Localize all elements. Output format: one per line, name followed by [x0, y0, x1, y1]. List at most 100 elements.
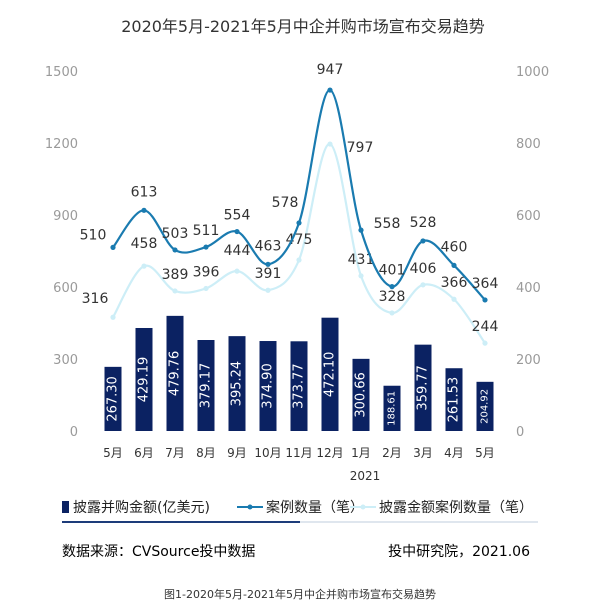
x-tick-label: 4月: [444, 446, 464, 460]
legend-underline: [62, 521, 300, 523]
legend-underline-fade: [300, 521, 538, 523]
data-point: [389, 310, 395, 316]
bar-value-label: 374.90: [261, 363, 276, 409]
x-tick-label: 11月: [285, 446, 312, 460]
legend-line-main-label: 案例数量（笔）: [266, 499, 364, 516]
point-value-label: 578: [272, 195, 299, 211]
y-axis-left: 0 300 600 900 1200 1500: [45, 65, 78, 440]
y-left-tick-label: 1200: [45, 137, 78, 152]
point-value-label: 511: [193, 223, 220, 239]
point-value-label: 328: [379, 289, 406, 305]
legend: 披露并购金额(亿美元) 案例数量（笔） 披露金额案例数量（笔）: [62, 499, 538, 523]
figure-caption: 图1-2020年5月-2021年5月中企并购市场宣布交易趋势: [164, 587, 436, 601]
data-point: [358, 227, 364, 233]
legend-line-main-marker: [247, 504, 253, 510]
year-label: 2021: [350, 469, 381, 483]
y-right-tick-label: 1000: [516, 65, 549, 80]
data-point: [203, 244, 209, 250]
y-right-tick-label: 0: [516, 425, 524, 440]
x-tick-label: 6月: [134, 446, 154, 460]
data-point: [172, 288, 178, 294]
point-value-label: 401: [379, 263, 406, 279]
bar-series: 267.30 429.19 479.76 379.17 395.24 374.90 373.…: [104, 315, 494, 431]
bar: [352, 358, 370, 431]
y-right-tick-label: 200: [516, 353, 541, 368]
point-value-label: 460: [441, 239, 468, 255]
x-tick-label: 5月: [475, 446, 495, 460]
point-value-label: 444: [224, 243, 251, 259]
bar: [259, 341, 277, 431]
bar: [166, 315, 184, 431]
x-tick-label: 8月: [196, 446, 216, 460]
bar-value-label: 479.76: [168, 351, 183, 397]
x-tick-label: 7月: [165, 446, 185, 460]
legend-bar-label: 披露并购金额(亿美元): [73, 500, 210, 516]
x-tick-label: 3月: [413, 446, 433, 460]
bar-value-label: 204.92: [480, 389, 491, 424]
data-point: [389, 284, 395, 290]
x-tick-label: 1月: [351, 446, 371, 460]
data-point: [234, 268, 240, 274]
bar-value-label: 373.77: [292, 363, 307, 409]
y-axis-right: 0 200 400 600 800 1000: [516, 65, 549, 440]
data-point: [327, 87, 333, 93]
bar: [321, 317, 339, 431]
bar-value-label: 359.77: [416, 365, 431, 411]
data-point: [296, 257, 302, 263]
point-value-label: 244: [472, 319, 499, 335]
bar: [476, 381, 494, 431]
data-point: [420, 238, 426, 244]
point-value-label: 554: [224, 208, 251, 224]
y-right-tick-label: 800: [516, 137, 541, 152]
point-value-label: 364: [472, 276, 499, 292]
data-point: [203, 285, 209, 292]
bar: [414, 344, 432, 431]
y-left-tick-label: 600: [53, 281, 78, 296]
point-value-label: 391: [255, 266, 282, 282]
line-case-count: [112, 88, 486, 301]
point-value-label: 528: [410, 215, 437, 231]
bar: [104, 366, 122, 431]
legend-line-light-label: 披露金额案例数量（笔）: [379, 499, 533, 516]
point-value-label: 458: [131, 236, 158, 252]
data-point: [234, 228, 240, 235]
bar-value-label: 472.10: [323, 352, 338, 398]
point-value-label: 406: [410, 261, 437, 277]
point-value-label: 431: [348, 252, 375, 268]
data-point: [110, 314, 116, 320]
bar-value-label: 267.30: [106, 376, 121, 422]
data-point: [358, 273, 364, 279]
y-left-tick-label: 900: [53, 209, 78, 224]
data-point: [420, 282, 426, 288]
bar: [228, 336, 246, 431]
x-tick-label: 12月: [316, 446, 343, 460]
bar-value-label: 300.66: [354, 372, 369, 418]
point-value-label: 503: [162, 226, 189, 242]
data-point: [141, 207, 147, 213]
legend-bar-swatch: [62, 501, 69, 513]
point-value-label: 463: [255, 238, 282, 254]
data-point: [141, 263, 147, 269]
data-point: [265, 261, 271, 267]
point-value-label: 475: [286, 232, 313, 248]
x-tick-label: 2月: [382, 446, 402, 460]
point-value-label: 558: [374, 216, 401, 232]
data-point: [296, 220, 302, 226]
bar-value-label: 429.19: [137, 357, 152, 403]
bar-value-label: 261.53: [447, 377, 462, 423]
bar-value-label: 188.61: [387, 391, 398, 426]
point-value-label: 613: [131, 184, 158, 200]
point-value-label: 316: [82, 291, 109, 307]
data-point: [265, 287, 271, 293]
x-tick-label: 10月: [254, 446, 281, 460]
point-value-label: 389: [162, 267, 189, 283]
x-tick-label: 9月: [227, 446, 247, 460]
x-axis: 5月 6月 7月 8月 9月 10月 11月 12月 1月 2月 3月 4月 5月: [103, 446, 495, 460]
bar: [290, 341, 308, 431]
y-left-tick-label: 0: [70, 425, 78, 440]
x-tick-label: 5月: [103, 446, 123, 460]
y-left-tick-label: 1500: [45, 65, 78, 80]
y-right-tick-label: 600: [516, 209, 541, 224]
